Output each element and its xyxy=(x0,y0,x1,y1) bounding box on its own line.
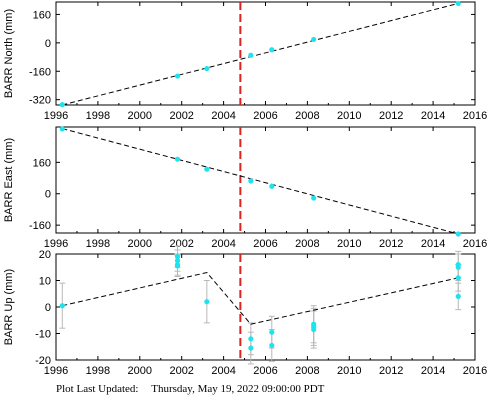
up-y-tick-label: 20 xyxy=(39,249,51,261)
east-y-tick-label: 0 xyxy=(45,189,51,201)
east-data-point xyxy=(59,126,65,132)
up-data-point xyxy=(174,258,181,264)
up-y-tick-label: 0 xyxy=(45,302,51,314)
up-y-axis-label: BARR Up (mm) xyxy=(3,269,15,345)
east-x-tick-label: 2004 xyxy=(211,238,235,250)
up-data-point xyxy=(174,254,181,260)
north-x-tick-label: 2000 xyxy=(128,110,152,122)
up-y-tick-label: -20 xyxy=(35,355,51,367)
footer-timestamp: Thursday, May 19, 2022 09:00:00 PDT xyxy=(151,383,325,395)
north-x-tick-label: 2006 xyxy=(253,110,277,122)
north-x-tick-label: 2004 xyxy=(211,110,235,122)
up-x-tick-label: 1996 xyxy=(44,365,68,377)
up-panel: 1996 1998 2000 2002 2004 2006 2008 2010 2012 2014… xyxy=(3,245,487,377)
up-data-point xyxy=(59,303,65,309)
east-y-axis-label: BARR East (mm) xyxy=(3,138,15,222)
north-x-tick-label: 1998 xyxy=(86,110,110,122)
north-x-tick-label: 2014 xyxy=(421,110,445,122)
up-data-point xyxy=(269,329,275,335)
up-data-point xyxy=(455,275,461,281)
up-x-tick-label: 2012 xyxy=(379,365,403,377)
up-plot-frame xyxy=(55,253,476,361)
east-x-tick-label: 1996 xyxy=(44,238,68,250)
east-data-point xyxy=(204,166,210,172)
north-data-point xyxy=(455,0,461,7)
north-panel: 1996 1998 2000 2002 2004 2006 2008 2010 2012 2014… xyxy=(3,0,487,122)
up-data-point xyxy=(455,264,461,270)
north-data-point xyxy=(204,65,210,72)
up-x-tick-label: 2006 xyxy=(253,365,277,377)
north-x-tick-label: 2010 xyxy=(337,110,361,122)
up-data-point xyxy=(311,326,317,333)
east-x-tick-label: 2000 xyxy=(128,238,152,250)
east-fit-line xyxy=(62,128,459,235)
up-x-tick-label: 2000 xyxy=(128,365,152,377)
east-data-point xyxy=(455,231,461,237)
up-data-point xyxy=(248,336,254,342)
north-x-tick-label: 2002 xyxy=(169,110,193,122)
up-x-tick-label: 2010 xyxy=(337,365,361,377)
north-x-tick-label: 2012 xyxy=(379,110,403,122)
east-data-point xyxy=(311,195,317,201)
east-x-tick-label: 2012 xyxy=(379,238,403,250)
east-x-tick-label: 2016 xyxy=(463,238,487,250)
north-data-point xyxy=(248,52,254,58)
east-data-point xyxy=(174,156,181,162)
footer-label: Plot Last Updated: xyxy=(56,383,139,395)
east-x-tick-label: 1998 xyxy=(86,238,110,250)
footer: Plot Last Updated: Thursday, May 19, 202… xyxy=(56,383,324,395)
up-data-point xyxy=(174,263,181,269)
north-y-tick-label: 160 xyxy=(33,9,51,21)
up-x-tick-label: 2008 xyxy=(295,365,319,377)
east-x-tick-label: 2008 xyxy=(295,238,319,250)
up-fit-line xyxy=(62,271,459,325)
east-x-tick-label: 2002 xyxy=(169,238,193,250)
north-data-point xyxy=(174,73,181,79)
east-y-tick-label: -160 xyxy=(29,220,51,232)
up-y-tick-label: 10 xyxy=(39,276,51,288)
north-data-point xyxy=(311,36,317,43)
north-y-tick-label: -320 xyxy=(29,95,51,107)
north-x-tick-label: 1996 xyxy=(44,110,68,122)
up-x-tick-label: 1998 xyxy=(86,365,110,377)
up-data-point xyxy=(455,293,461,299)
north-y-axis-label: BARR North (mm) xyxy=(3,9,15,98)
east-data-point xyxy=(248,178,254,184)
north-y-tick-label: 0 xyxy=(45,38,51,50)
up-data-point xyxy=(248,345,254,351)
north-x-tick-label: 2008 xyxy=(295,110,319,122)
east-x-tick-label: 2006 xyxy=(253,238,277,250)
up-data-point xyxy=(204,299,210,305)
east-panel: 1996 1998 2000 2002 2004 2006 2008 2010 2012 2014… xyxy=(3,126,487,250)
up-data-point xyxy=(269,342,275,349)
east-plot-frame xyxy=(55,126,476,234)
north-plot-frame xyxy=(55,1,476,106)
up-x-tick-label: 2004 xyxy=(211,365,235,377)
east-x-tick-label: 2010 xyxy=(337,238,361,250)
north-y-tick-label: -160 xyxy=(29,66,51,78)
north-data-point xyxy=(59,102,65,108)
north-fit-line xyxy=(62,2,459,106)
east-x-tick-label: 2014 xyxy=(421,238,445,250)
north-data-point xyxy=(269,47,275,53)
up-x-tick-label: 2002 xyxy=(169,365,193,377)
north-x-tick-label: 2016 xyxy=(463,110,487,122)
up-y-tick-label: -10 xyxy=(35,329,51,341)
east-data-point xyxy=(269,183,275,189)
up-x-tick-label: 2014 xyxy=(421,365,445,377)
up-x-tick-label: 2016 xyxy=(463,365,487,377)
east-y-tick-label: 160 xyxy=(33,157,51,169)
